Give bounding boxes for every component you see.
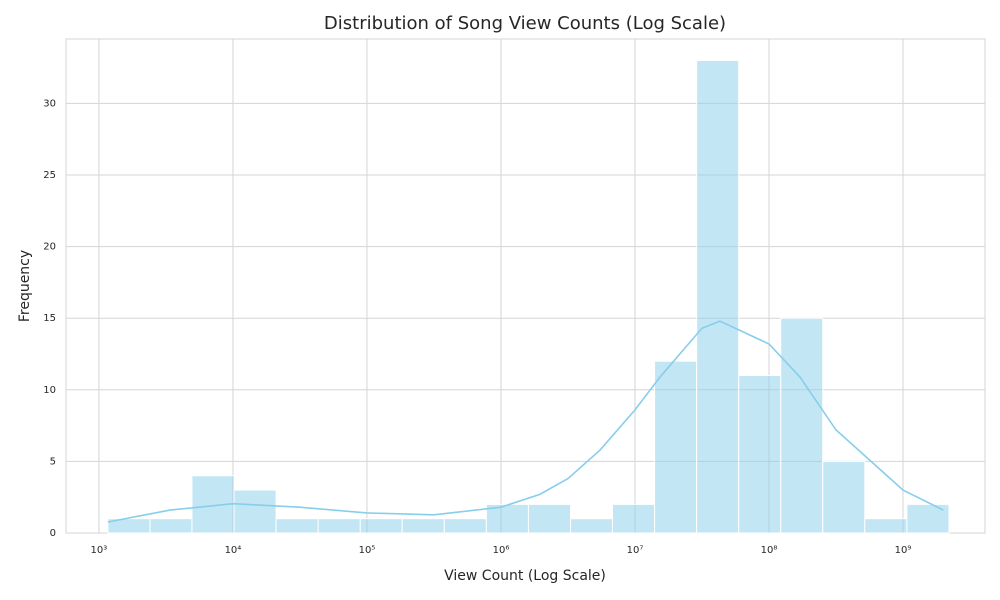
x-tick-label: 10⁷ [627,545,644,556]
bar [527,503,572,534]
y-tick-label: 10 [43,385,56,396]
x-tick-label: 10⁶ [493,545,510,556]
bar [317,518,361,534]
bar [149,518,193,534]
bar [696,59,740,534]
x-tick-label: 10⁴ [225,545,242,556]
kde-line [107,320,944,523]
bar [780,317,824,534]
bar [359,518,403,534]
bar [570,518,613,534]
x-tick-label: 10³ [91,545,108,556]
x-axis-label: View Count (Log Scale) [444,568,606,584]
x-tick-label: 10⁸ [761,545,778,556]
bar [654,360,698,534]
bar [864,518,908,534]
bar [443,518,487,534]
plot-frame [65,38,986,534]
bar [401,518,445,534]
x-tick-label: 10⁵ [359,545,376,556]
y-axis-label: Frequency [17,250,33,322]
y-tick-label: 0 [50,528,56,539]
y-tick-label: 20 [43,242,56,253]
y-tick-label: 25 [43,170,56,181]
x-tick-label: 10⁹ [895,545,912,556]
bar [822,460,866,534]
bar [738,374,782,534]
y-tick-label: 30 [43,98,56,109]
bar [611,503,656,534]
chart-title: Distribution of Song View Counts (Log Sc… [324,13,726,34]
bar [275,518,319,534]
bar [906,503,950,534]
y-tick-label: 5 [50,456,56,467]
y-tick-label: 15 [43,313,56,324]
bar [233,489,277,534]
